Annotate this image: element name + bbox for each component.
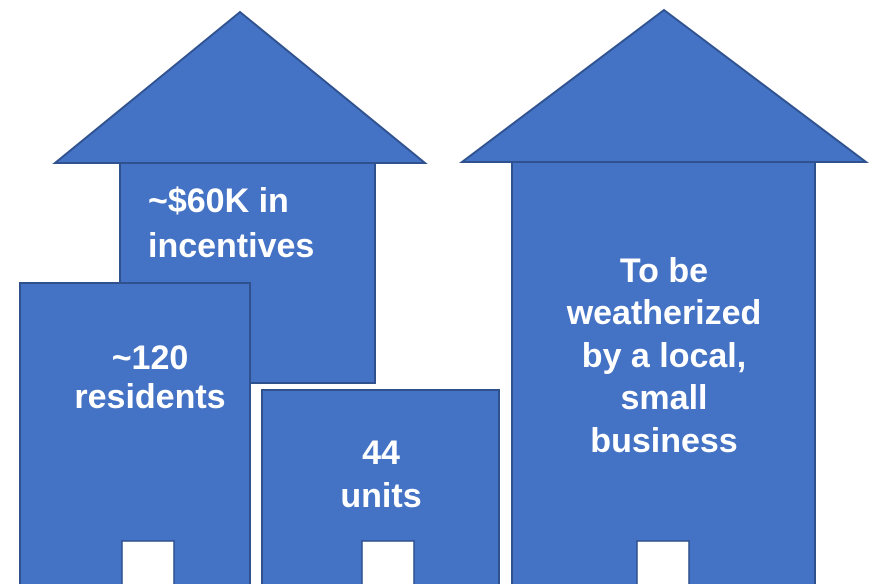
door [121,540,175,584]
door [361,540,415,584]
door [636,540,690,584]
label-line: incentives [148,227,314,265]
label-line: small [621,379,708,417]
label-line: To be [620,252,708,290]
roof-left [52,10,428,164]
label-line: ~$60K in [148,182,289,220]
label-line: business [590,422,737,460]
house-right [511,161,816,584]
label-line: ~120 [112,339,189,377]
label-line: weatherized [566,294,762,332]
roof-right [459,8,869,163]
label-line: by a local, [582,337,746,375]
building-left [19,282,251,584]
label-line: residents [74,378,225,416]
label-line: units [340,477,421,515]
label-line: 44 [362,434,400,472]
